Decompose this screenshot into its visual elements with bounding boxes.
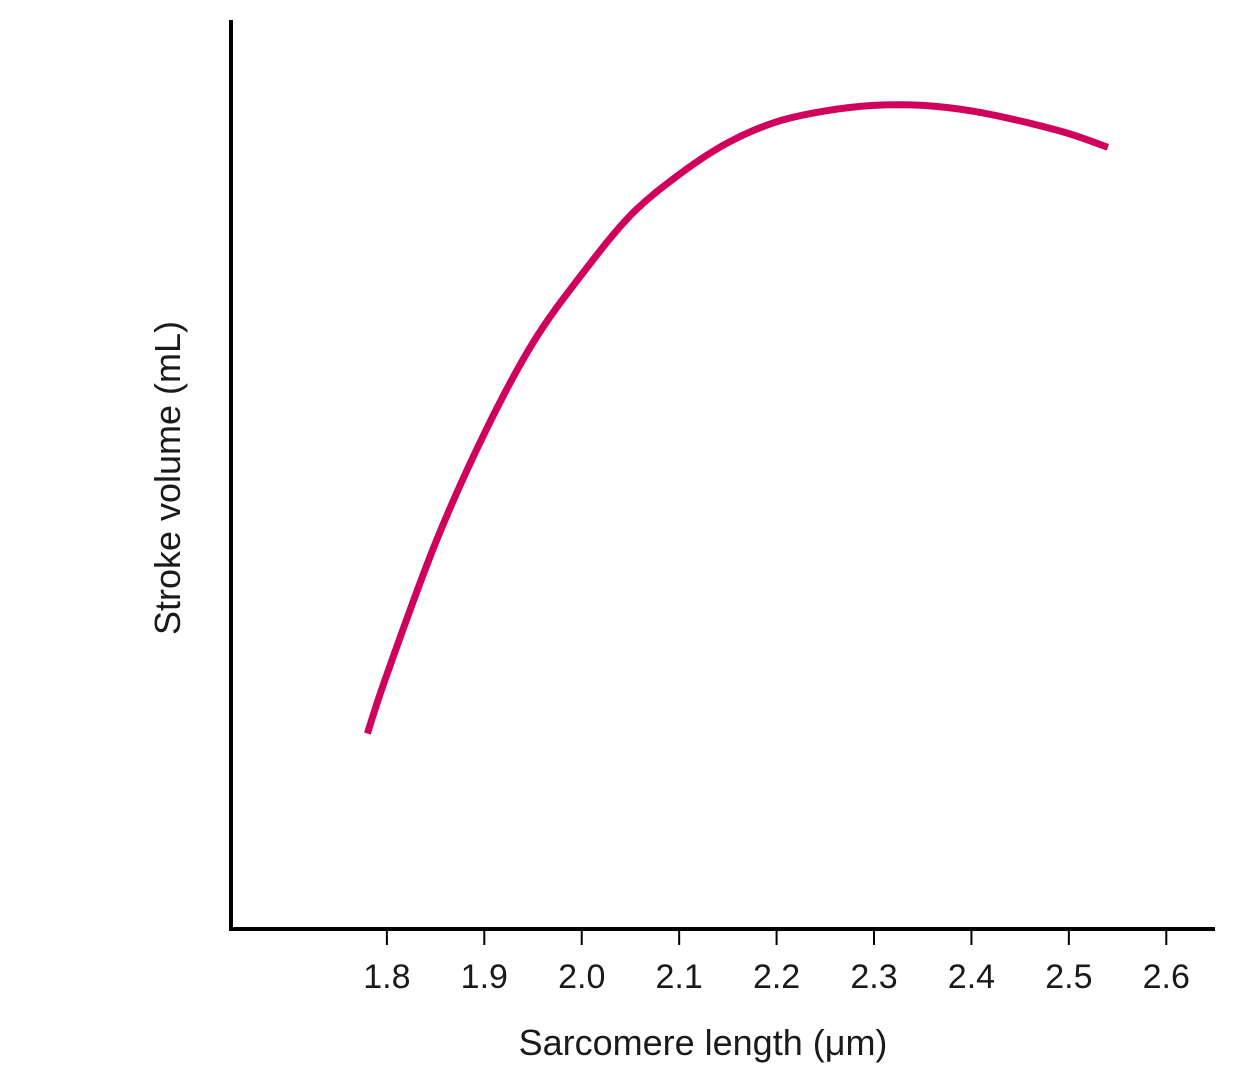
x-tick-label: 2.5: [1045, 958, 1092, 996]
x-tick-label: 2.2: [753, 958, 800, 996]
x-tick-label: 2.0: [558, 958, 605, 996]
x-tick-label: 1.9: [461, 958, 508, 996]
x-tick-label: 2.6: [1143, 958, 1190, 996]
x-axis-label: Sarcomere length (μm): [519, 1022, 888, 1063]
x-ticks: 1.8 1.9 2.0 2.1 2.2 2.3 2.4 2.5 2.6: [363, 929, 1190, 996]
y-axis-label: Stroke volume (mL): [147, 321, 188, 635]
series-line: [364, 101, 1109, 735]
x-tick-label: 1.8: [363, 958, 410, 996]
series-layer: [364, 101, 1109, 735]
x-tick-label: 2.3: [850, 958, 897, 996]
axes: [229, 20, 1215, 931]
x-tick-label: 2.1: [656, 958, 703, 996]
x-tick-label: 2.4: [948, 958, 995, 996]
